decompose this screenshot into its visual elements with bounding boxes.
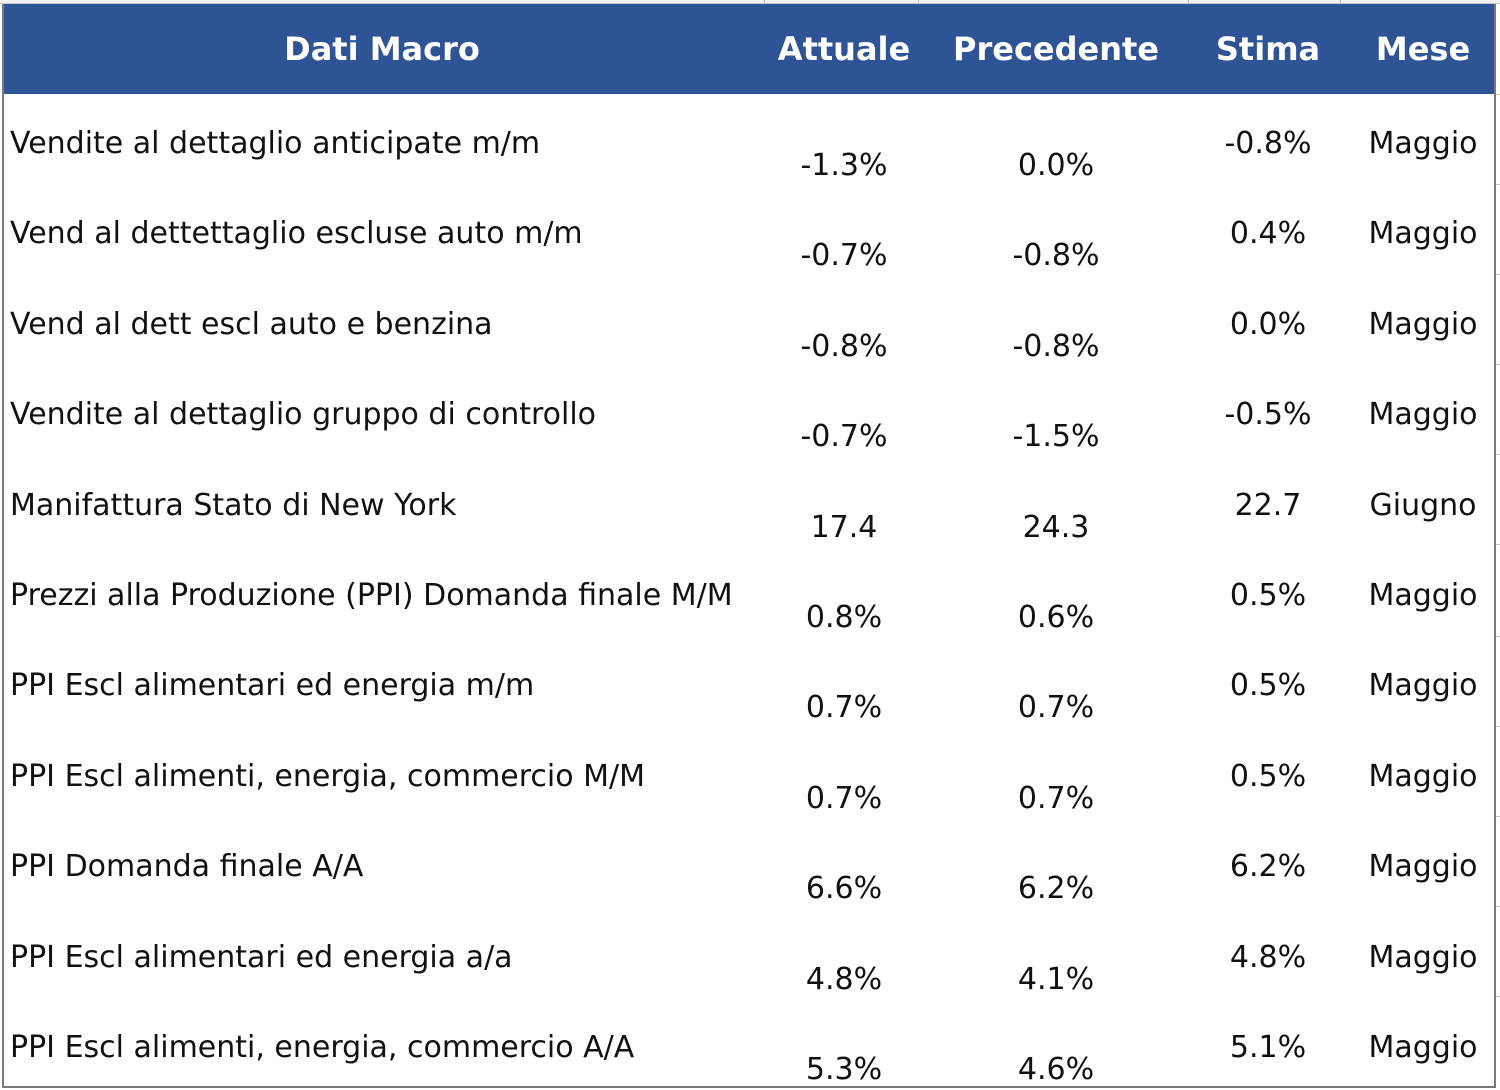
- table-row: PPI Domanda finale A/A 6.6% 6.2% 6.2% Ma…: [4, 817, 1494, 907]
- cell-month[interactable]: Giugno: [1369, 487, 1477, 523]
- cell-previous[interactable]: 0.6%: [1017, 599, 1095, 635]
- cell-estimate[interactable]: 0.5%: [1229, 577, 1307, 613]
- cell-estimate[interactable]: -0.5%: [1224, 397, 1312, 433]
- cell-month[interactable]: Maggio: [1368, 216, 1478, 252]
- cell-month[interactable]: Maggio: [1368, 849, 1478, 885]
- cell-month[interactable]: Maggio: [1368, 397, 1478, 433]
- cell-month[interactable]: Maggio: [1368, 577, 1478, 613]
- cell-actual[interactable]: -0.8%: [800, 328, 888, 364]
- cell-month[interactable]: Maggio: [1368, 939, 1478, 975]
- row-divider: [1496, 184, 1500, 185]
- header-indicator[interactable]: Dati Macro: [284, 30, 480, 68]
- table-header-row: Dati Macro Attuale Precedente Stima Mese: [4, 4, 1494, 94]
- row-divider: [1496, 906, 1500, 907]
- cell-indicator[interactable]: PPI Escl alimentari ed energia a/a: [10, 939, 513, 975]
- cell-month[interactable]: Maggio: [1368, 1029, 1478, 1065]
- row-divider: [1496, 996, 1500, 997]
- table-row: Prezzi alla Produzione (PPI) Domanda fin…: [4, 546, 1494, 636]
- cell-estimate[interactable]: 0.0%: [1229, 306, 1307, 342]
- row-divider: [1496, 816, 1500, 817]
- cell-previous[interactable]: 24.3: [1022, 509, 1090, 545]
- cell-previous[interactable]: 6.2%: [1017, 871, 1095, 907]
- cell-actual[interactable]: 4.8%: [805, 961, 883, 997]
- cell-actual[interactable]: 0.8%: [805, 599, 883, 635]
- cell-actual[interactable]: -0.7%: [800, 419, 888, 455]
- column-divider: [918, 0, 919, 4]
- column-divider: [1340, 0, 1341, 4]
- table-row: PPI Escl alimentari ed energia a/a 4.8% …: [4, 908, 1494, 998]
- cell-indicator[interactable]: Vendite al dettaglio gruppo di controllo: [10, 397, 597, 433]
- macro-data-table: Dati Macro Attuale Precedente Stima Mese…: [2, 4, 1496, 1088]
- gridline-strip-right: [1496, 0, 1500, 1090]
- cell-indicator[interactable]: Prezzi alla Produzione (PPI) Domanda fin…: [10, 577, 733, 613]
- cell-actual[interactable]: 17.4: [810, 509, 878, 545]
- cell-previous[interactable]: -0.8%: [1012, 238, 1100, 274]
- cell-indicator[interactable]: PPI Escl alimenti, energia, commercio M/…: [10, 758, 646, 794]
- cell-indicator[interactable]: PPI Escl alimenti, energia, commercio A/…: [10, 1029, 635, 1065]
- cell-actual[interactable]: 6.6%: [805, 871, 883, 907]
- column-divider: [1188, 0, 1189, 4]
- table-row: PPI Escl alimenti, energia, commercio M/…: [4, 727, 1494, 817]
- cell-previous[interactable]: 0.7%: [1017, 690, 1095, 726]
- header-previous[interactable]: Precedente: [953, 30, 1159, 68]
- row-divider: [1496, 94, 1500, 95]
- header-actual[interactable]: Attuale: [777, 30, 911, 68]
- cell-previous[interactable]: 0.0%: [1017, 148, 1095, 183]
- table-row: Vend al dett escl auto e benzina -0.8% -…: [4, 275, 1494, 365]
- cell-previous[interactable]: 0.7%: [1017, 780, 1095, 816]
- cell-indicator[interactable]: Vendite al dettaglio anticipate m/m: [10, 126, 541, 161]
- cell-indicator[interactable]: Vend al dettettaglio escluse auto m/m: [10, 216, 583, 252]
- cell-actual[interactable]: 0.7%: [805, 780, 883, 816]
- cell-estimate[interactable]: 4.8%: [1229, 939, 1307, 975]
- cell-actual[interactable]: -1.3%: [800, 148, 888, 183]
- cell-month[interactable]: Maggio: [1368, 306, 1478, 342]
- row-divider: [1496, 636, 1500, 637]
- cell-estimate[interactable]: 5.1%: [1229, 1029, 1307, 1065]
- table-row: Vend al dettettaglio escluse auto m/m -0…: [4, 184, 1494, 274]
- row-divider: [1496, 364, 1500, 365]
- table-row: Manifattura Stato di New York 17.4 24.3 …: [4, 456, 1494, 546]
- header-month[interactable]: Mese: [1375, 30, 1471, 68]
- row-divider: [1496, 726, 1500, 727]
- header-estimate[interactable]: Stima: [1215, 30, 1321, 68]
- cell-actual[interactable]: -0.7%: [800, 238, 888, 274]
- table-row: PPI Escl alimentari ed energia m/m 0.7% …: [4, 636, 1494, 726]
- row-divider: [1496, 454, 1500, 455]
- table-row: PPI Escl alimenti, energia, commercio A/…: [4, 998, 1494, 1087]
- cell-month[interactable]: Maggio: [1368, 758, 1478, 794]
- column-divider: [764, 0, 765, 4]
- row-divider: [1496, 544, 1500, 545]
- table-row: Vendite al dettaglio gruppo di controllo…: [4, 365, 1494, 455]
- cell-indicator[interactable]: PPI Domanda finale A/A: [10, 849, 364, 885]
- cell-month[interactable]: Maggio: [1368, 126, 1478, 161]
- cell-estimate[interactable]: 0.5%: [1229, 758, 1307, 794]
- cell-estimate[interactable]: 6.2%: [1229, 849, 1307, 885]
- cell-estimate[interactable]: 0.4%: [1229, 216, 1307, 252]
- cell-previous[interactable]: 4.6%: [1017, 1051, 1095, 1087]
- table-row: Vendite al dettaglio anticipate m/m -1.3…: [4, 94, 1494, 184]
- cell-estimate[interactable]: 22.7: [1234, 487, 1302, 523]
- cell-actual[interactable]: 0.7%: [805, 690, 883, 726]
- cell-previous[interactable]: -1.5%: [1012, 419, 1100, 455]
- cell-estimate[interactable]: -0.8%: [1224, 126, 1312, 161]
- cell-month[interactable]: Maggio: [1368, 668, 1478, 704]
- cell-actual[interactable]: 5.3%: [805, 1051, 883, 1087]
- row-divider: [1496, 274, 1500, 275]
- cell-previous[interactable]: 4.1%: [1017, 961, 1095, 997]
- cell-previous[interactable]: -0.8%: [1012, 328, 1100, 364]
- cell-indicator[interactable]: Manifattura Stato di New York: [10, 487, 457, 523]
- table-body: Vendite al dettaglio anticipate m/m -1.3…: [4, 94, 1494, 1087]
- cell-indicator[interactable]: Vend al dett escl auto e benzina: [10, 306, 493, 342]
- cell-indicator[interactable]: PPI Escl alimentari ed energia m/m: [10, 668, 535, 704]
- cell-estimate[interactable]: 0.5%: [1229, 668, 1307, 704]
- gridline-strip: [0, 0, 1500, 4]
